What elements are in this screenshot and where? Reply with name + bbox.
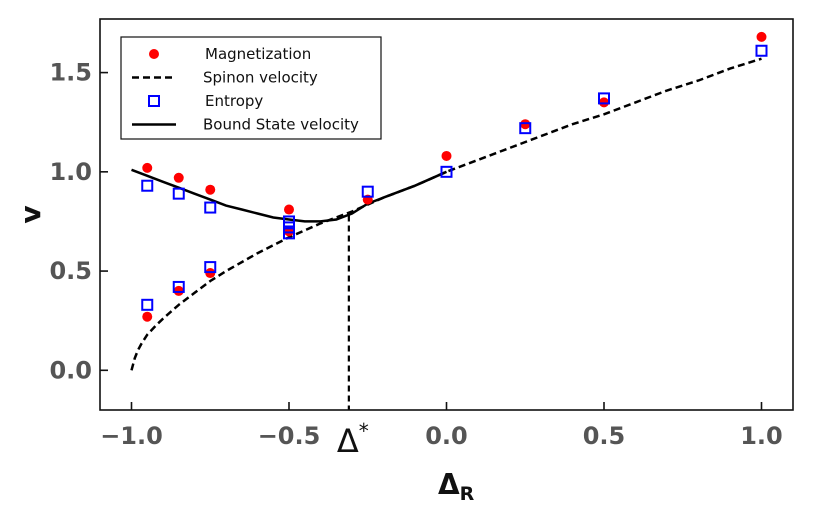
magnetization-point bbox=[284, 204, 294, 215]
entropy-point bbox=[204, 261, 217, 274]
legend-entropy-handle bbox=[148, 95, 160, 107]
x-tick-label: 0.0 bbox=[425, 422, 468, 450]
legend-items: Magnetization Spinon velocity Entropy Bound… bbox=[132, 45, 359, 134]
magnetization-point bbox=[441, 150, 452, 161]
entropy-point bbox=[598, 92, 610, 105]
entropy-point bbox=[283, 227, 295, 240]
magnetization-point bbox=[142, 311, 153, 322]
legend-bound-state-velocity-label: Bound State velocity bbox=[203, 116, 359, 134]
legend-spinon-velocity-label: Spinon velocity bbox=[203, 69, 318, 87]
x-axis-label-subscript: R bbox=[460, 483, 475, 505]
chart-points bbox=[141, 31, 768, 322]
entropy-point bbox=[172, 187, 185, 200]
spinon-velocity-line bbox=[130, 57, 762, 371]
legend: Magnetization Spinon velocity Entropy Bound… bbox=[120, 36, 382, 140]
critical-delta-superscript: * bbox=[359, 419, 369, 443]
entropy-point bbox=[440, 165, 453, 178]
legend-entropy-label: Entropy bbox=[205, 92, 263, 110]
entropy-point bbox=[755, 44, 768, 57]
entropy-point bbox=[141, 179, 154, 192]
magnetization-point bbox=[173, 285, 184, 296]
entropy-point bbox=[519, 122, 532, 135]
magnetization-point bbox=[173, 172, 184, 183]
entropy-point bbox=[172, 280, 185, 293]
legend-magnetization-handle bbox=[149, 49, 159, 59]
x-tick-label: −0.5 bbox=[258, 422, 321, 450]
legend-box bbox=[120, 36, 382, 140]
x-tick-label: 0.5 bbox=[583, 422, 626, 450]
axis-ticks: −1.0 −0.5 0.0 0.5 1.0 0.0 0.5 1.0 1.5 bbox=[49, 59, 782, 450]
y-tick-label: 0.0 bbox=[49, 356, 92, 384]
critical-delta-symbol: Δ bbox=[337, 422, 359, 460]
magnetization-point bbox=[205, 184, 216, 195]
x-axis-label: ΔR bbox=[438, 468, 475, 505]
y-tick-label: 0.5 bbox=[49, 257, 92, 285]
magnetization-point bbox=[756, 31, 767, 42]
legend-magnetization-label: Magnetization bbox=[205, 45, 311, 63]
x-tick-label: 1.0 bbox=[740, 422, 783, 450]
x-axis-label-main: Δ bbox=[438, 468, 460, 501]
magnetization-point bbox=[520, 119, 531, 130]
y-tick-label: 1.0 bbox=[49, 158, 92, 186]
entropy-point bbox=[361, 185, 374, 198]
critical-delta-annotation: Δ* bbox=[337, 419, 369, 460]
x-tick-label: −1.0 bbox=[100, 422, 163, 450]
magnetization-point bbox=[599, 97, 609, 108]
magnetization-point bbox=[142, 162, 153, 173]
entropy-point bbox=[204, 201, 217, 214]
entropy-point bbox=[141, 298, 154, 311]
y-axis-label: v bbox=[14, 205, 47, 223]
y-tick-label: 1.5 bbox=[49, 59, 92, 87]
